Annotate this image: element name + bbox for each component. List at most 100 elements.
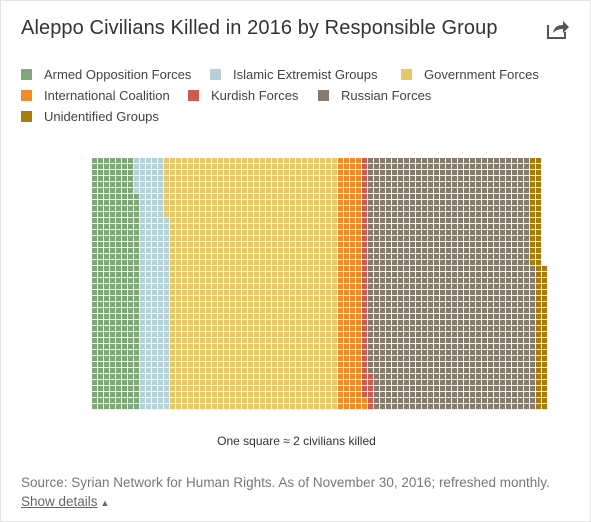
waffle-square: [392, 206, 398, 212]
waffle-square: [542, 404, 548, 410]
waffle-square: [128, 182, 134, 188]
waffle-square: [290, 182, 296, 188]
waffle-square: [404, 344, 410, 350]
waffle-square: [518, 188, 524, 194]
waffle-square: [446, 350, 452, 356]
waffle-square: [530, 248, 536, 254]
waffle-square: [428, 374, 434, 380]
waffle-square: [374, 398, 380, 404]
waffle-square: [506, 350, 512, 356]
waffle-square: [296, 392, 302, 398]
waffle-square: [158, 386, 164, 392]
waffle-square: [482, 266, 488, 272]
waffle-square: [224, 158, 230, 164]
waffle-square: [398, 206, 404, 212]
waffle-square: [170, 272, 176, 278]
waffle-square: [110, 224, 116, 230]
waffle-square: [470, 194, 476, 200]
share-icon[interactable]: [546, 18, 570, 40]
waffle-square: [422, 260, 428, 266]
waffle-square: [512, 290, 518, 296]
waffle-square: [242, 338, 248, 344]
waffle-square: [230, 230, 236, 236]
waffle-square: [110, 296, 116, 302]
waffle-square: [458, 170, 464, 176]
caret-up-icon[interactable]: ▲: [100, 498, 110, 508]
waffle-square: [116, 344, 122, 350]
waffle-square: [500, 200, 506, 206]
waffle-square: [164, 338, 170, 344]
waffle-square: [92, 260, 98, 266]
waffle-square: [314, 398, 320, 404]
waffle-square: [152, 236, 158, 242]
waffle-square: [104, 206, 110, 212]
waffle-square: [158, 362, 164, 368]
waffle-square: [470, 392, 476, 398]
waffle-square: [284, 308, 290, 314]
waffle-square: [302, 380, 308, 386]
waffle-square: [536, 344, 542, 350]
waffle-square: [392, 236, 398, 242]
waffle-square: [470, 302, 476, 308]
waffle-square: [266, 290, 272, 296]
waffle-square: [194, 266, 200, 272]
waffle-square: [494, 302, 500, 308]
waffle-square: [278, 320, 284, 326]
waffle-square: [188, 248, 194, 254]
waffle-square: [488, 326, 494, 332]
waffle-square: [386, 368, 392, 374]
waffle-square: [398, 218, 404, 224]
waffle-square: [266, 254, 272, 260]
waffle-square: [536, 158, 542, 164]
waffle-square: [218, 320, 224, 326]
waffle-square: [116, 188, 122, 194]
waffle-square: [434, 278, 440, 284]
waffle-square: [200, 380, 206, 386]
waffle-square: [338, 230, 344, 236]
waffle-square: [98, 356, 104, 362]
waffle-square: [188, 314, 194, 320]
waffle-square: [128, 218, 134, 224]
waffle-square: [446, 284, 452, 290]
waffle-square: [104, 188, 110, 194]
waffle-square: [410, 176, 416, 182]
waffle-square: [212, 158, 218, 164]
waffle-square: [170, 164, 176, 170]
waffle-square: [446, 320, 452, 326]
waffle-square: [242, 302, 248, 308]
waffle-square: [536, 290, 542, 296]
waffle-square: [326, 398, 332, 404]
waffle-square: [98, 218, 104, 224]
waffle-square: [368, 374, 374, 380]
waffle-square: [212, 164, 218, 170]
waffle-square: [422, 170, 428, 176]
waffle-square: [278, 296, 284, 302]
waffle-square: [110, 380, 116, 386]
waffle-square: [116, 284, 122, 290]
waffle-square: [506, 284, 512, 290]
waffle-square: [92, 374, 98, 380]
waffle-square: [338, 182, 344, 188]
waffle-square: [260, 404, 266, 410]
waffle-square: [494, 350, 500, 356]
waffle-square: [230, 368, 236, 374]
waffle-square: [362, 326, 368, 332]
waffle-square: [422, 362, 428, 368]
waffle-square: [356, 188, 362, 194]
waffle-square: [104, 368, 110, 374]
waffle-square: [272, 314, 278, 320]
waffle-square: [440, 176, 446, 182]
waffle-square: [302, 332, 308, 338]
waffle-square: [284, 278, 290, 284]
waffle-square: [140, 356, 146, 362]
waffle-square: [422, 350, 428, 356]
waffle-square: [512, 164, 518, 170]
waffle-square: [230, 224, 236, 230]
waffle-square: [218, 380, 224, 386]
show-details-link[interactable]: Show details: [21, 494, 98, 509]
waffle-square: [218, 188, 224, 194]
waffle-square: [374, 176, 380, 182]
waffle-square: [452, 194, 458, 200]
waffle-square: [410, 332, 416, 338]
waffle-square: [206, 290, 212, 296]
